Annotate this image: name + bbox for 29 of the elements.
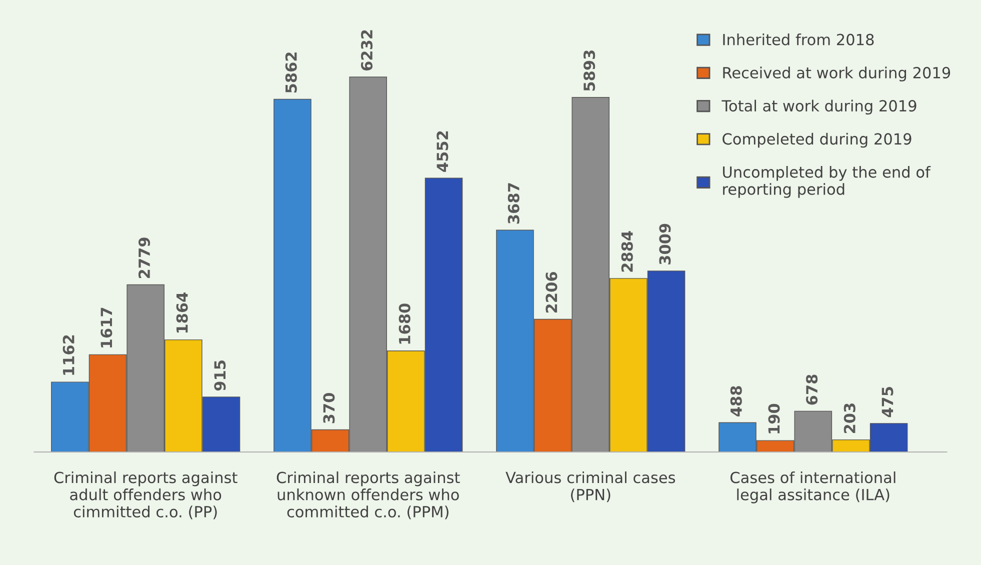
data-label: 2884 xyxy=(621,231,633,272)
x-tick-label: Cases of international legal assitance (ILA) xyxy=(730,471,896,504)
x-tick-label: Various criminal cases (PPN) xyxy=(506,471,676,502)
data-label: 203 xyxy=(844,404,856,434)
data-label: 4552 xyxy=(436,131,448,172)
data-label: 5862 xyxy=(285,52,297,93)
legend-label: Received at work during 2019 xyxy=(723,66,950,82)
data-label: 3009 xyxy=(659,224,671,264)
legend-label: Total at work during 2019 xyxy=(722,100,916,115)
data-label: 370 xyxy=(323,393,335,424)
data-label: 678 xyxy=(806,374,818,405)
data-label: 5893 xyxy=(584,50,596,91)
data-label: 1864 xyxy=(176,292,188,333)
data-label: 915 xyxy=(214,360,226,391)
data-label: 1617 xyxy=(100,308,112,348)
data-label: 488 xyxy=(730,386,742,416)
x-tick-label: Criminal reports against adult offenders who cimmitted c.o. (PP) xyxy=(54,471,238,520)
data-label: 3687 xyxy=(508,183,520,224)
data-label: 6232 xyxy=(360,30,373,70)
x-tick-label: Criminal reports against unknown offenders who committed c.o. (PPM) xyxy=(276,471,460,520)
data-label: 475 xyxy=(882,387,894,418)
data-label: 2206 xyxy=(546,272,558,312)
data-label: 1680 xyxy=(398,304,410,344)
data-label: 190 xyxy=(768,404,780,434)
legend-label: Uncompleted by the end of reporting period xyxy=(723,166,931,198)
data-label: 1162 xyxy=(62,335,74,375)
legend-label: Inherited from 2018 xyxy=(723,34,874,46)
data-label: 2779 xyxy=(138,238,150,278)
legend-label: Compeleted during 2019 xyxy=(722,132,912,148)
